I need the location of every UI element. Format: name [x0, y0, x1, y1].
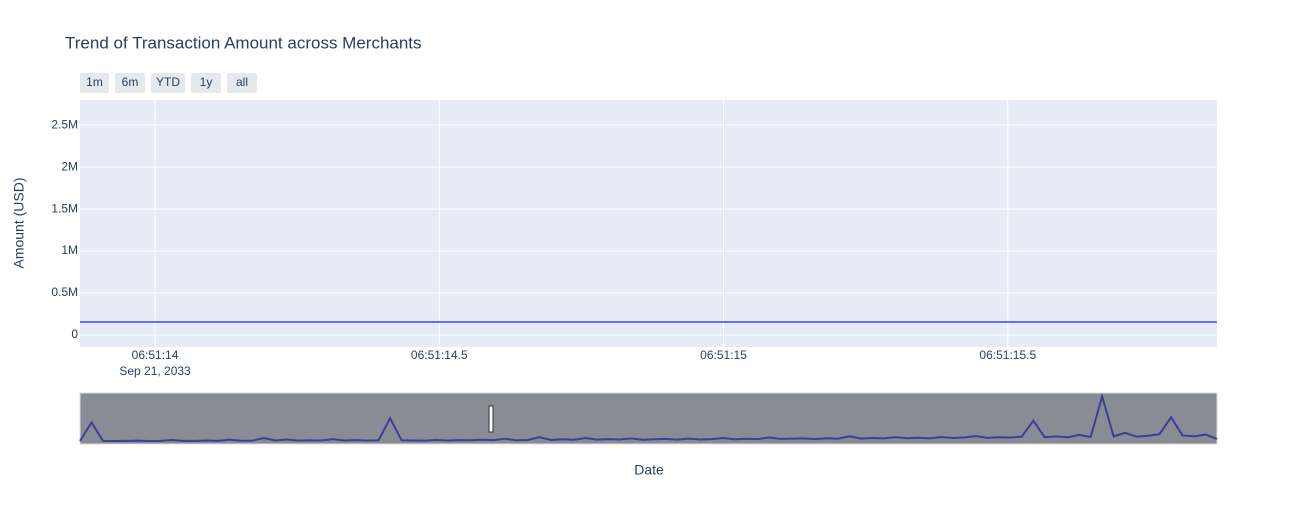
range-slider [79, 392, 1218, 445]
range-button-label[interactable]: all [236, 75, 248, 89]
x-date-label: Sep 21, 2033 [119, 364, 191, 378]
y-tick-label: 1M [61, 243, 78, 257]
range-button[interactable] [227, 73, 257, 93]
chart-title: Trend of Transaction Amount across Merch… [65, 33, 422, 52]
x-tick-label: 06:51:15.5 [979, 348, 1036, 362]
x-axis-label: Date [634, 462, 664, 478]
slider-handle[interactable] [488, 405, 494, 433]
y-tick-label: 0.5M [51, 285, 78, 299]
slider-line [79, 392, 1218, 443]
y-axis-label: Amount (USD) [11, 177, 27, 268]
plot-area [80, 100, 1217, 347]
range-button[interactable] [151, 73, 185, 93]
y-tick-label: 0 [71, 327, 78, 341]
x-tick-label: 06:51:14 [132, 348, 179, 362]
y-tick-label: 2.5M [51, 117, 78, 131]
range-button[interactable] [191, 73, 221, 93]
range-button-label[interactable]: 6m [122, 75, 139, 89]
range-selector: 1m 6m YTD 1y all [80, 73, 257, 93]
range-button[interactable] [115, 73, 145, 93]
range-button-label[interactable]: YTD [156, 75, 180, 89]
range-button-label[interactable]: 1m [86, 75, 103, 89]
y-tick-label: 2M [61, 159, 78, 173]
y-tick-label: 1.5M [51, 201, 78, 215]
range-button[interactable] [80, 73, 109, 93]
x-tick-label: 06:51:15 [700, 348, 747, 362]
range-button-label[interactable]: 1y [200, 75, 213, 89]
x-tick-label: 06:51:14.5 [411, 348, 468, 362]
